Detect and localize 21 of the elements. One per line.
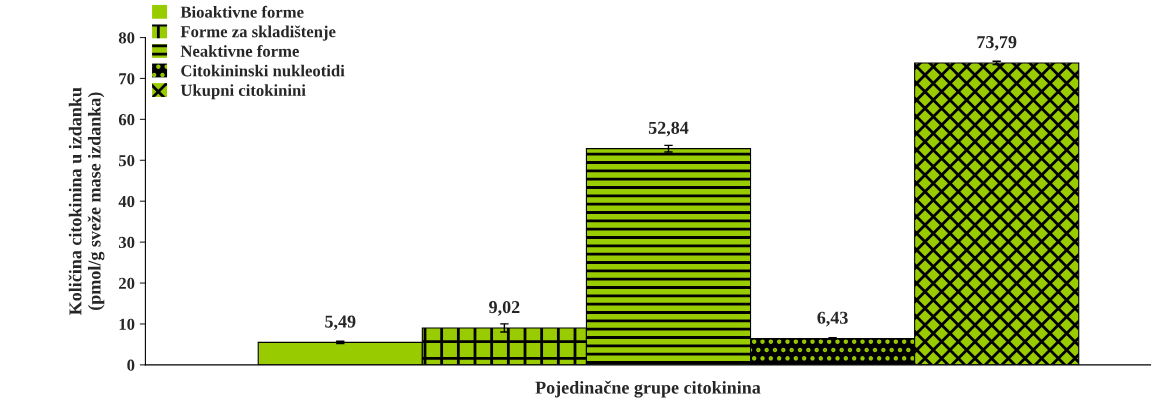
x-axis-title: Pojedinačne grupe citokinina bbox=[535, 380, 761, 398]
legend-label: Ukupni citokinini bbox=[180, 84, 306, 100]
y-tick-label: 60 bbox=[118, 114, 135, 126]
y-tick-label: 0 bbox=[127, 359, 135, 371]
data-label: 5,49 bbox=[325, 315, 356, 331]
legend-label: Neaktivne forme bbox=[180, 44, 299, 57]
y-tick-label: 30 bbox=[118, 236, 135, 249]
y-tick-label: 50 bbox=[118, 154, 135, 167]
data-label: 73,79 bbox=[977, 36, 1017, 51]
legend-label: Forme za skladištenje bbox=[180, 25, 336, 41]
y-tick-label: 40 bbox=[118, 195, 135, 208]
y-tick-label: 10 bbox=[119, 318, 135, 330]
y-tick-label: 20 bbox=[119, 277, 135, 289]
data-label: 52,84 bbox=[648, 121, 689, 137]
legend-label: Bioaktivne forme bbox=[180, 5, 304, 18]
legend-label: Citokininski nukleotidi bbox=[181, 64, 345, 77]
data-label: 6,43 bbox=[817, 311, 848, 327]
y-tick-label: 70 bbox=[119, 73, 135, 85]
y-axis-title: Količina citokinina u izdanku (pmol/g sveže mase izdanka) bbox=[68, 87, 105, 316]
data-label: 9,02 bbox=[489, 301, 520, 316]
y-tick-label: 80 bbox=[118, 32, 135, 44]
